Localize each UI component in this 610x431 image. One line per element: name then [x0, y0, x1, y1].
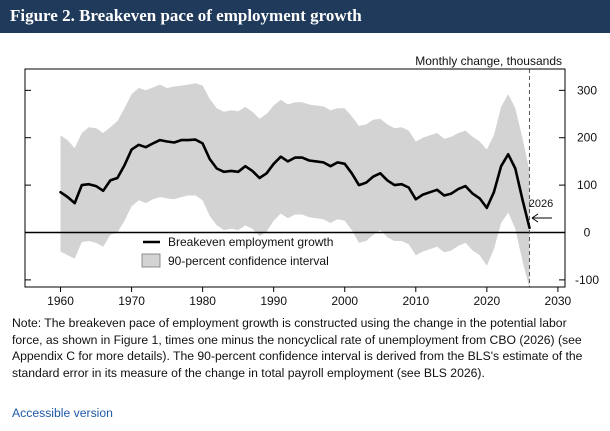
accessible-version-link[interactable]: Accessible version — [12, 406, 113, 420]
legend-line-label: Breakeven employment growth — [168, 235, 333, 249]
figure-title: Figure 2. Breakeven pace of employment g… — [10, 6, 362, 25]
y-axis-label: Monthly change, thousands — [415, 54, 562, 68]
annotation-arrow-head — [531, 213, 539, 223]
x-tick-label: 1980 — [189, 294, 216, 308]
y-tick-label: 200 — [577, 131, 597, 145]
x-tick-label: 1970 — [118, 294, 145, 308]
x-tick-label: 2020 — [473, 294, 500, 308]
figure-title-bar: Figure 2. Breakeven pace of employment g… — [0, 0, 610, 33]
y-tick-label: 0 — [584, 226, 591, 240]
x-tick-label: 1990 — [260, 294, 287, 308]
y-tick-label: 100 — [577, 178, 597, 192]
legend: Breakeven employment growth 90-percent c… — [141, 235, 333, 268]
breakeven-line — [59, 138, 531, 230]
legend-band-swatch — [141, 253, 161, 268]
y-tick-label: 300 — [577, 83, 597, 97]
confidence-band — [60, 83, 530, 287]
x-tick-label: 1960 — [47, 294, 74, 308]
legend-band-label: 90-percent confidence interval — [168, 254, 329, 268]
chart: 1960 1970 1980 1990 2000 2010 2020 2030 -100 0 10… — [24, 54, 599, 308]
plot-frame — [24, 68, 566, 288]
y-tick-label: -100 — [575, 273, 599, 287]
x-tick-label: 2010 — [402, 294, 429, 308]
annotation-2026-label: 2026 — [529, 198, 553, 210]
x-tick-label: 2000 — [331, 294, 358, 308]
figure-note: Note: The breakeven pace of employment g… — [12, 316, 583, 380]
x-tick-label: 2030 — [545, 294, 572, 308]
annotation-2026: 2026 — [529, 198, 553, 223]
